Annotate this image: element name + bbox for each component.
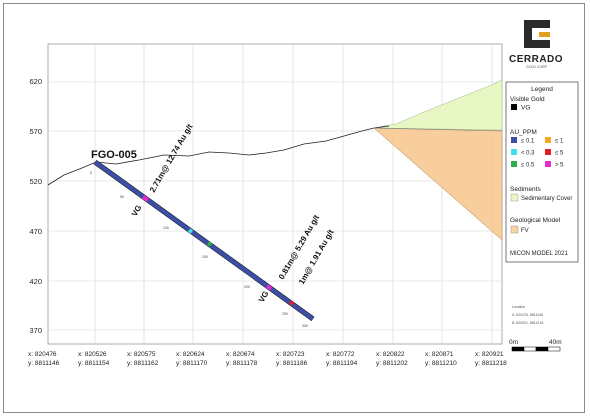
depth-label: 300 bbox=[302, 324, 308, 328]
scale-end-label: 40m bbox=[549, 339, 562, 346]
scale-segment bbox=[535, 346, 549, 352]
x-coord-label: x: 820822 bbox=[376, 351, 405, 358]
cerrado-logo: CERRADO GOLD CORP bbox=[509, 20, 563, 69]
legend: Legend Visible Gold VG AU_PPM ≤ 0.1 ≤ 1 … bbox=[505, 81, 579, 263]
y-coord-label: y: 8811186 bbox=[276, 360, 308, 367]
x-coord-label: x: 820921 bbox=[475, 351, 504, 358]
y-tick-label: 570 bbox=[29, 127, 42, 136]
legend-swatch bbox=[511, 161, 517, 167]
y-tick-label: 620 bbox=[29, 77, 42, 86]
drillhole-assay-low bbox=[93, 160, 315, 321]
plot-area bbox=[47, 43, 503, 345]
logo-tagline: GOLD CORP bbox=[526, 65, 548, 69]
interval-le-5 bbox=[288, 300, 295, 306]
x-coord-label: x: 820723 bbox=[276, 351, 305, 358]
legend-swatch bbox=[545, 161, 551, 167]
legend-item: ≤ 0.5 bbox=[521, 163, 535, 169]
depth-label: 100 bbox=[163, 226, 169, 230]
x-coord-label: x: 820476 bbox=[28, 351, 57, 358]
y-coord-label: y: 8811178 bbox=[226, 360, 258, 367]
scale-start-label: 0m bbox=[509, 339, 518, 346]
legend-item: VG bbox=[521, 105, 530, 112]
scale-segment bbox=[511, 346, 525, 352]
legend-item: Sedimentary Cover bbox=[521, 196, 572, 202]
y-tick-label: 470 bbox=[29, 227, 42, 236]
logo-wordmark: CERRADO bbox=[509, 54, 563, 65]
scale-segment bbox=[547, 346, 561, 352]
legend-heading: AU_PPM bbox=[510, 129, 537, 136]
depth-label: 50 bbox=[120, 195, 124, 199]
legend-item: ≤ 5 bbox=[555, 151, 564, 157]
y-tick-label: 420 bbox=[29, 277, 42, 286]
depth-label: 0 bbox=[90, 171, 92, 175]
y-coord-label: y: 8811170 bbox=[176, 360, 208, 367]
location-heading: Location bbox=[512, 305, 525, 309]
y-coord-label: y: 8811154 bbox=[78, 360, 110, 367]
interval-le-0.3-a bbox=[187, 228, 194, 234]
legend-swatch bbox=[511, 149, 517, 155]
depth-label: 150 bbox=[202, 255, 208, 259]
x-coord-label: x: 820871 bbox=[425, 351, 454, 358]
x-coord-label: x: 820575 bbox=[127, 351, 156, 358]
y-coord-label: y: 8811162 bbox=[127, 360, 159, 367]
legend-item: ≤ 1 bbox=[555, 139, 564, 145]
scale-bar: 0m 40m bbox=[509, 339, 562, 352]
x-coord-label: x: 820624 bbox=[176, 351, 205, 358]
x-coord-label: x: 820674 bbox=[226, 351, 255, 358]
y-coord-label: y: 8811210 bbox=[425, 360, 457, 367]
legend-swatch-sediment bbox=[510, 193, 519, 202]
sedimentary-cover bbox=[373, 79, 503, 131]
location-b: B: 820921, 8811218 bbox=[512, 321, 543, 325]
legend-swatch bbox=[545, 149, 551, 155]
y-tick-label: 520 bbox=[29, 177, 42, 186]
legend-heading: Sediments bbox=[510, 186, 541, 193]
y-coord-label: y: 8811146 bbox=[28, 360, 60, 367]
legend-item: FV bbox=[521, 228, 529, 234]
legend-swatch-vg bbox=[511, 104, 517, 110]
location-inset: Location A: 820476, 8811146 B: 820921, 8… bbox=[512, 305, 543, 325]
depth-label: 250 bbox=[282, 312, 288, 316]
sediment-base-line bbox=[373, 127, 503, 132]
depth-labels: 0 50 100 150 200 250 300 bbox=[90, 171, 308, 328]
legend-item: ≤ 0.1 bbox=[521, 139, 535, 145]
y-coord-label: y: 8811202 bbox=[376, 360, 408, 367]
interval-le-0.5 bbox=[206, 241, 213, 247]
x-coord-label: x: 820526 bbox=[78, 351, 107, 358]
legend-heading: Visible Gold bbox=[510, 96, 545, 103]
cross-section: 0 50 100 150 200 250 300 FGO-005 2.71m@ … bbox=[28, 20, 579, 367]
logo-mark bbox=[524, 20, 550, 48]
logo-mark-accent bbox=[539, 32, 550, 37]
legend-footer: MICON MODEL 2021 bbox=[510, 251, 568, 257]
depth-label: 200 bbox=[244, 285, 250, 289]
legend-swatch bbox=[511, 137, 517, 143]
legend-item: < 0.3 bbox=[521, 151, 535, 157]
drillhole-label: FGO-005 bbox=[91, 149, 137, 161]
x-axis: x: 820476 x: 820526 x: 820575 x: 820624 … bbox=[28, 351, 507, 367]
interval-gt-5-lower bbox=[265, 284, 273, 291]
legend-swatch bbox=[545, 137, 551, 143]
drillhole-fgo-005 bbox=[93, 159, 315, 322]
location-a: A: 820476, 8811146 bbox=[512, 313, 543, 317]
y-tick-label: 370 bbox=[29, 326, 42, 335]
legend-swatch-fv bbox=[510, 225, 519, 234]
y-axis: 620 570 520 470 420 370 bbox=[29, 77, 42, 335]
scale-segment bbox=[523, 346, 537, 352]
legend-heading: Geological Model bbox=[510, 217, 561, 224]
legend-title: Legend bbox=[531, 86, 553, 93]
y-coord-label: y: 8811194 bbox=[326, 360, 358, 367]
interval-gt-5-upper bbox=[141, 195, 150, 202]
y-coord-label: y: 8811218 bbox=[475, 360, 507, 367]
x-coord-label: x: 820772 bbox=[326, 351, 355, 358]
figure-frame: 0 50 100 150 200 250 300 FGO-005 2.71m@ … bbox=[3, 3, 585, 413]
legend-item: > 5 bbox=[555, 163, 564, 169]
